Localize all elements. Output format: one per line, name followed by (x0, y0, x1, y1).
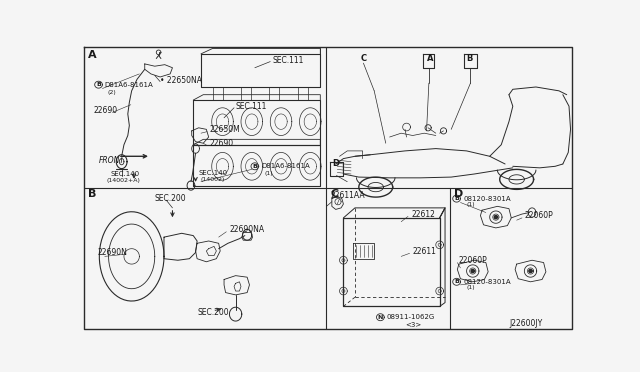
Text: A: A (427, 54, 433, 63)
Text: J22600JY: J22600JY (509, 319, 542, 328)
Text: (14002+A): (14002+A) (106, 178, 140, 183)
Text: 22612: 22612 (411, 209, 435, 218)
Text: 22060P: 22060P (524, 211, 553, 220)
Text: 22611AA: 22611AA (330, 191, 365, 200)
Text: 22690: 22690 (94, 106, 118, 115)
Text: 22060P: 22060P (459, 256, 488, 265)
Text: (1): (1) (265, 171, 273, 176)
Text: 22690: 22690 (209, 139, 234, 148)
Text: FRONT: FRONT (99, 155, 125, 165)
Text: 08120-8301A: 08120-8301A (463, 279, 511, 285)
Text: <3>: <3> (405, 322, 421, 328)
Text: N: N (378, 315, 383, 320)
Text: D: D (454, 189, 463, 199)
Text: D: D (332, 160, 339, 169)
Text: 08911-1062G: 08911-1062G (387, 314, 435, 320)
Text: SEC.140: SEC.140 (198, 170, 228, 176)
Text: B: B (467, 54, 473, 63)
Polygon shape (471, 269, 474, 273)
Text: (1): (1) (467, 202, 476, 207)
Text: 22690N: 22690N (97, 248, 127, 257)
Polygon shape (529, 269, 532, 273)
Text: SEC.140: SEC.140 (111, 171, 140, 177)
Text: B: B (454, 196, 459, 201)
Text: D81A6-8161A: D81A6-8161A (261, 163, 310, 169)
Polygon shape (494, 216, 497, 219)
Text: D81A6-8161A: D81A6-8161A (105, 82, 154, 88)
Text: SEC.200: SEC.200 (197, 308, 228, 317)
Text: 08120-8301A: 08120-8301A (463, 196, 511, 202)
Text: 22611: 22611 (413, 247, 436, 256)
Text: 22650M: 22650M (209, 125, 240, 134)
Text: C: C (330, 189, 339, 199)
Text: B: B (252, 164, 257, 169)
Text: SEC.111: SEC.111 (273, 55, 304, 64)
Text: B: B (96, 82, 101, 87)
Text: (14002): (14002) (201, 177, 225, 182)
Text: (2): (2) (108, 90, 116, 95)
Text: 22690NA: 22690NA (230, 225, 264, 234)
Text: B: B (88, 189, 96, 199)
Text: SEC.200: SEC.200 (155, 194, 186, 203)
Text: B: B (454, 279, 459, 284)
Text: A: A (88, 51, 97, 60)
Text: • 22650NA: • 22650NA (160, 76, 202, 84)
Text: C: C (361, 54, 367, 63)
Text: (1): (1) (467, 285, 476, 291)
Text: SEC.111: SEC.111 (236, 102, 267, 111)
